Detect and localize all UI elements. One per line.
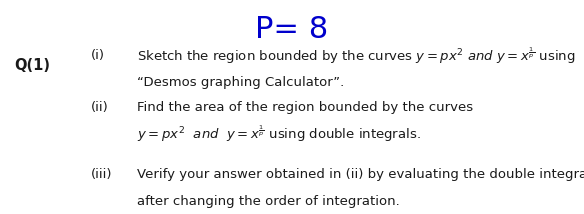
Text: (ii): (ii)	[91, 101, 108, 113]
Text: (iii): (iii)	[91, 168, 112, 181]
Text: $y = px^2$  $and$  $y = x^{\frac{1}{p}}$ using double integrals.: $y = px^2$ $and$ $y = x^{\frac{1}{p}}$ u…	[137, 124, 421, 144]
Text: Verify your answer obtained in (ii) by evaluating the double integral: Verify your answer obtained in (ii) by e…	[137, 168, 584, 181]
Text: “Desmos graphing Calculator”.: “Desmos graphing Calculator”.	[137, 76, 345, 89]
Text: after changing the order of integration.: after changing the order of integration.	[137, 195, 400, 208]
Text: P= 8: P= 8	[255, 15, 329, 44]
Text: Sketch the region bounded by the curves $y = px^2$ $and$ $y = x^{\frac{1}{p}}$ u: Sketch the region bounded by the curves …	[137, 46, 576, 66]
Text: Q(1): Q(1)	[15, 58, 51, 73]
Text: (i): (i)	[91, 49, 105, 62]
Text: Find the area of the region bounded by the curves: Find the area of the region bounded by t…	[137, 101, 474, 113]
